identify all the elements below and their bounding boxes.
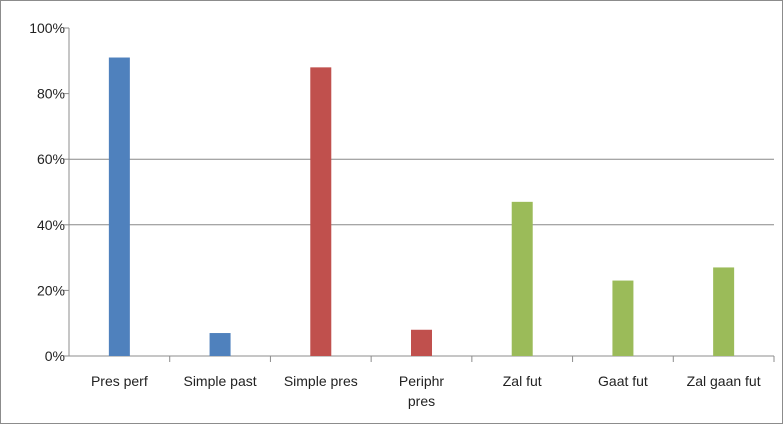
- x-tick-label: Zal fut: [503, 373, 542, 389]
- y-tick-label: 100%: [29, 20, 65, 36]
- bar-4: [411, 329, 432, 356]
- gridlines: [69, 158, 774, 226]
- x-tick-label: Periphr pres: [399, 373, 444, 409]
- x-tick-label: Simple pres: [284, 373, 358, 389]
- bar-5: [511, 201, 533, 356]
- x-tick-label: Pres perf: [91, 373, 148, 389]
- y-tick-label: 60%: [37, 151, 65, 167]
- bar-2: [209, 333, 231, 356]
- bar-1: [108, 57, 130, 357]
- bar-3: [310, 67, 332, 357]
- x-tick-label: Simple past: [183, 373, 256, 389]
- axes: [68, 28, 774, 357]
- y-tick-label: 80%: [37, 86, 65, 102]
- x-tick-label: Gaat fut: [598, 373, 648, 389]
- bars: [108, 57, 735, 357]
- bar-6: [612, 280, 634, 356]
- bar-7: [713, 267, 735, 356]
- y-tick-label: 20%: [37, 282, 65, 298]
- y-tick-label: 0%: [45, 348, 65, 364]
- x-axis-ticks: Pres perf Simple past Simple pres Periphr pr…: [91, 356, 775, 409]
- y-axis-ticks: 0% 20% 40% 60% 80% 100%: [29, 20, 69, 364]
- x-tick-label: Zal gaan fut: [687, 373, 761, 389]
- y-tick-label: 40%: [37, 217, 65, 233]
